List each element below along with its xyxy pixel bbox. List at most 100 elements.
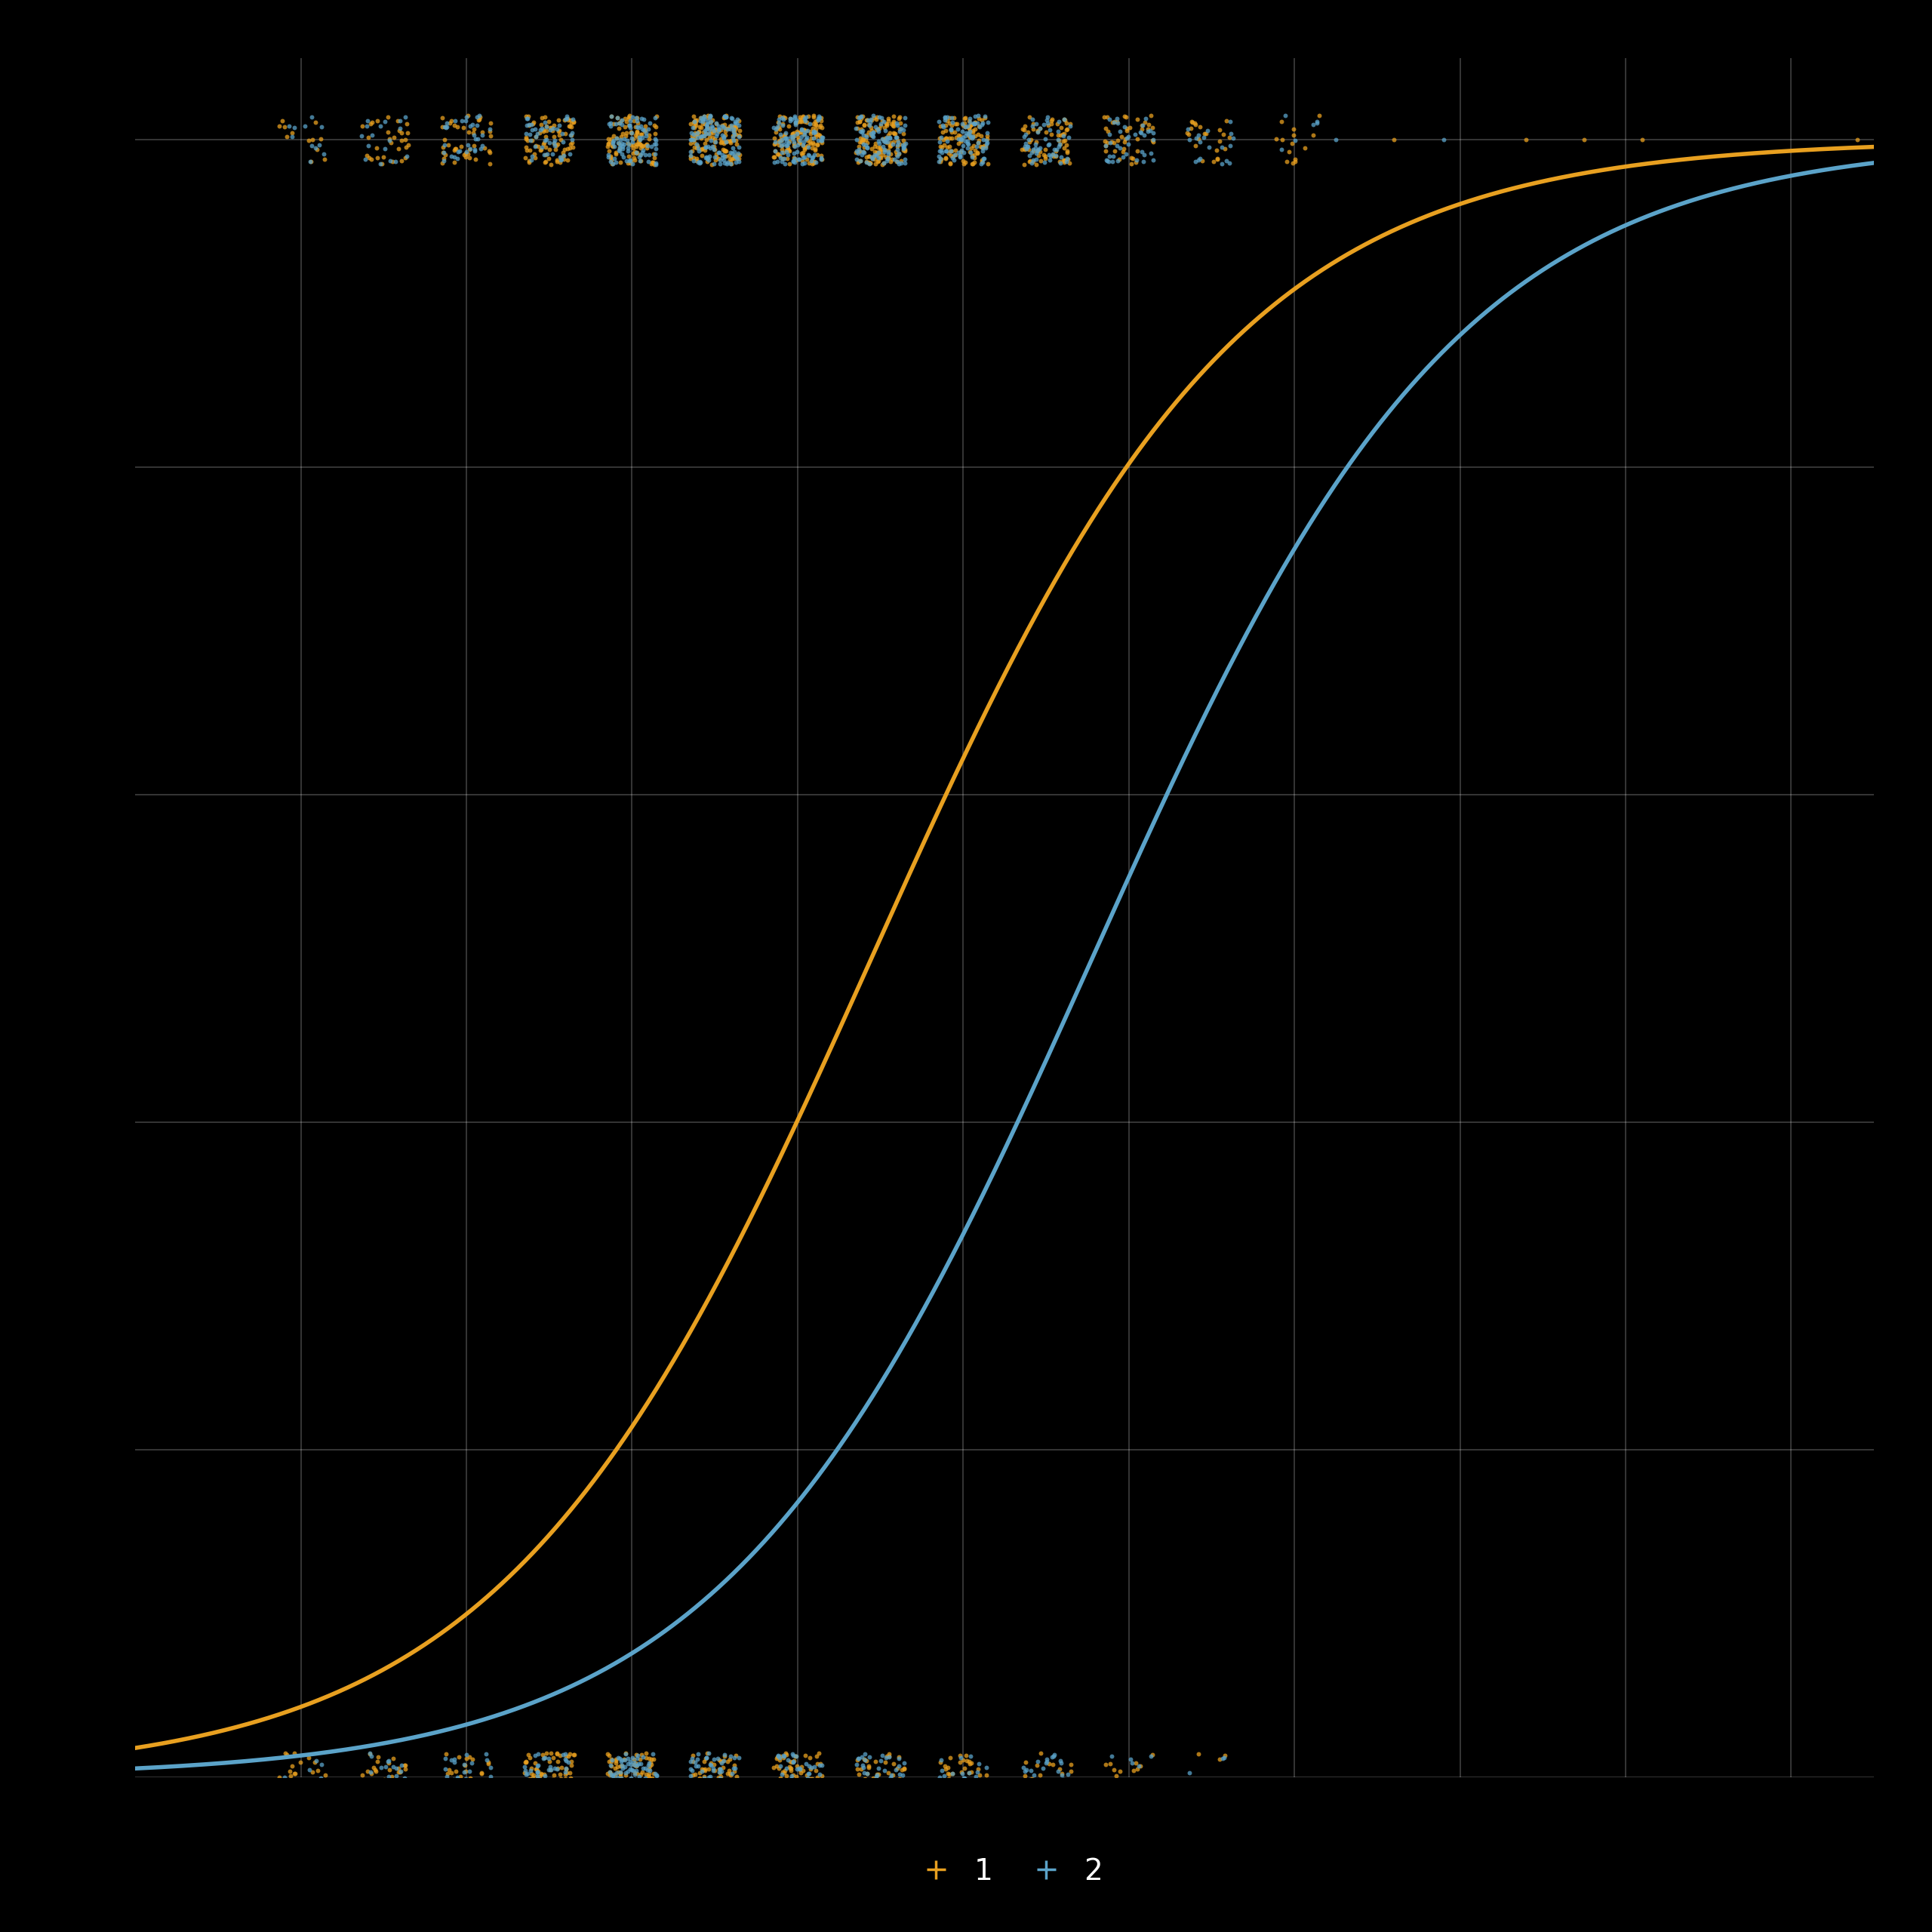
Point — [806, 1760, 837, 1791]
Point — [616, 1779, 647, 1810]
Point — [354, 1737, 384, 1768]
Point — [468, 1764, 498, 1795]
Point — [777, 1747, 808, 1777]
Point — [1051, 143, 1082, 174]
Point — [618, 1743, 649, 1774]
Point — [514, 1785, 545, 1816]
Point — [630, 114, 661, 145]
Point — [796, 128, 827, 158]
Point — [850, 1783, 881, 1814]
Point — [605, 1743, 636, 1774]
Point — [686, 133, 717, 164]
Point — [626, 118, 657, 149]
Point — [595, 1756, 626, 1787]
Point — [779, 143, 810, 174]
Point — [1014, 102, 1045, 133]
Point — [705, 1754, 736, 1785]
Point — [945, 1747, 976, 1777]
Point — [307, 1748, 338, 1779]
Point — [881, 129, 912, 160]
Point — [686, 1756, 717, 1787]
Point — [634, 1754, 665, 1785]
Point — [464, 104, 495, 135]
Point — [522, 1785, 553, 1816]
Point — [678, 120, 709, 151]
Point — [858, 143, 889, 174]
Point — [854, 1774, 885, 1804]
Point — [1047, 145, 1078, 176]
Point — [786, 1758, 817, 1789]
Point — [622, 106, 653, 137]
Point — [612, 1770, 643, 1801]
Point — [962, 1756, 993, 1787]
Point — [514, 118, 545, 149]
Point — [709, 1781, 740, 1812]
Point — [964, 1774, 995, 1804]
Point — [676, 1743, 707, 1774]
Point — [464, 104, 495, 135]
Point — [510, 1747, 541, 1777]
Point — [715, 1758, 746, 1789]
Point — [848, 110, 879, 141]
Point — [690, 141, 721, 172]
Point — [800, 108, 831, 139]
Point — [866, 110, 896, 141]
Point — [696, 106, 726, 137]
Point — [1122, 1754, 1153, 1785]
Point — [784, 128, 815, 158]
Point — [885, 1777, 916, 1808]
Point — [694, 118, 724, 149]
Point — [682, 1776, 713, 1806]
Point — [721, 1741, 752, 1772]
Point — [804, 1770, 835, 1801]
Point — [931, 141, 962, 172]
Point — [1126, 114, 1157, 145]
Point — [1209, 1741, 1240, 1772]
Point — [844, 1743, 875, 1774]
Point — [717, 137, 748, 168]
Point — [607, 118, 638, 149]
Point — [274, 1768, 305, 1799]
Point — [678, 145, 709, 176]
Point — [630, 1785, 661, 1816]
Point — [1092, 116, 1122, 147]
Point — [618, 135, 649, 166]
Point — [709, 122, 740, 153]
Point — [941, 139, 972, 170]
Point — [464, 100, 495, 131]
Point — [1132, 114, 1163, 145]
Point — [715, 149, 746, 180]
Point — [431, 112, 462, 143]
Point — [452, 139, 483, 170]
Point — [806, 139, 837, 170]
Point — [1277, 114, 1308, 145]
Point — [804, 1737, 835, 1768]
Point — [867, 104, 898, 135]
Point — [1016, 147, 1047, 178]
Point — [788, 1774, 819, 1804]
Point — [781, 145, 811, 176]
Point — [678, 106, 709, 137]
Point — [439, 135, 469, 166]
Point — [473, 114, 504, 145]
Point — [796, 1766, 827, 1797]
Point — [769, 1741, 800, 1772]
Point — [1105, 122, 1136, 153]
Point — [954, 110, 985, 141]
Point — [526, 135, 556, 166]
Point — [1055, 1756, 1086, 1787]
Point — [632, 1776, 663, 1806]
Point — [531, 1766, 562, 1797]
Point — [529, 1776, 560, 1806]
Point — [927, 1768, 958, 1799]
Point — [630, 1762, 661, 1793]
Point — [692, 100, 723, 131]
Point — [703, 143, 734, 174]
Point — [1101, 126, 1132, 156]
Point — [386, 126, 417, 156]
Point — [373, 1745, 404, 1776]
Point — [361, 1756, 392, 1787]
Point — [616, 149, 647, 180]
Point — [956, 108, 987, 139]
Point — [792, 131, 823, 162]
